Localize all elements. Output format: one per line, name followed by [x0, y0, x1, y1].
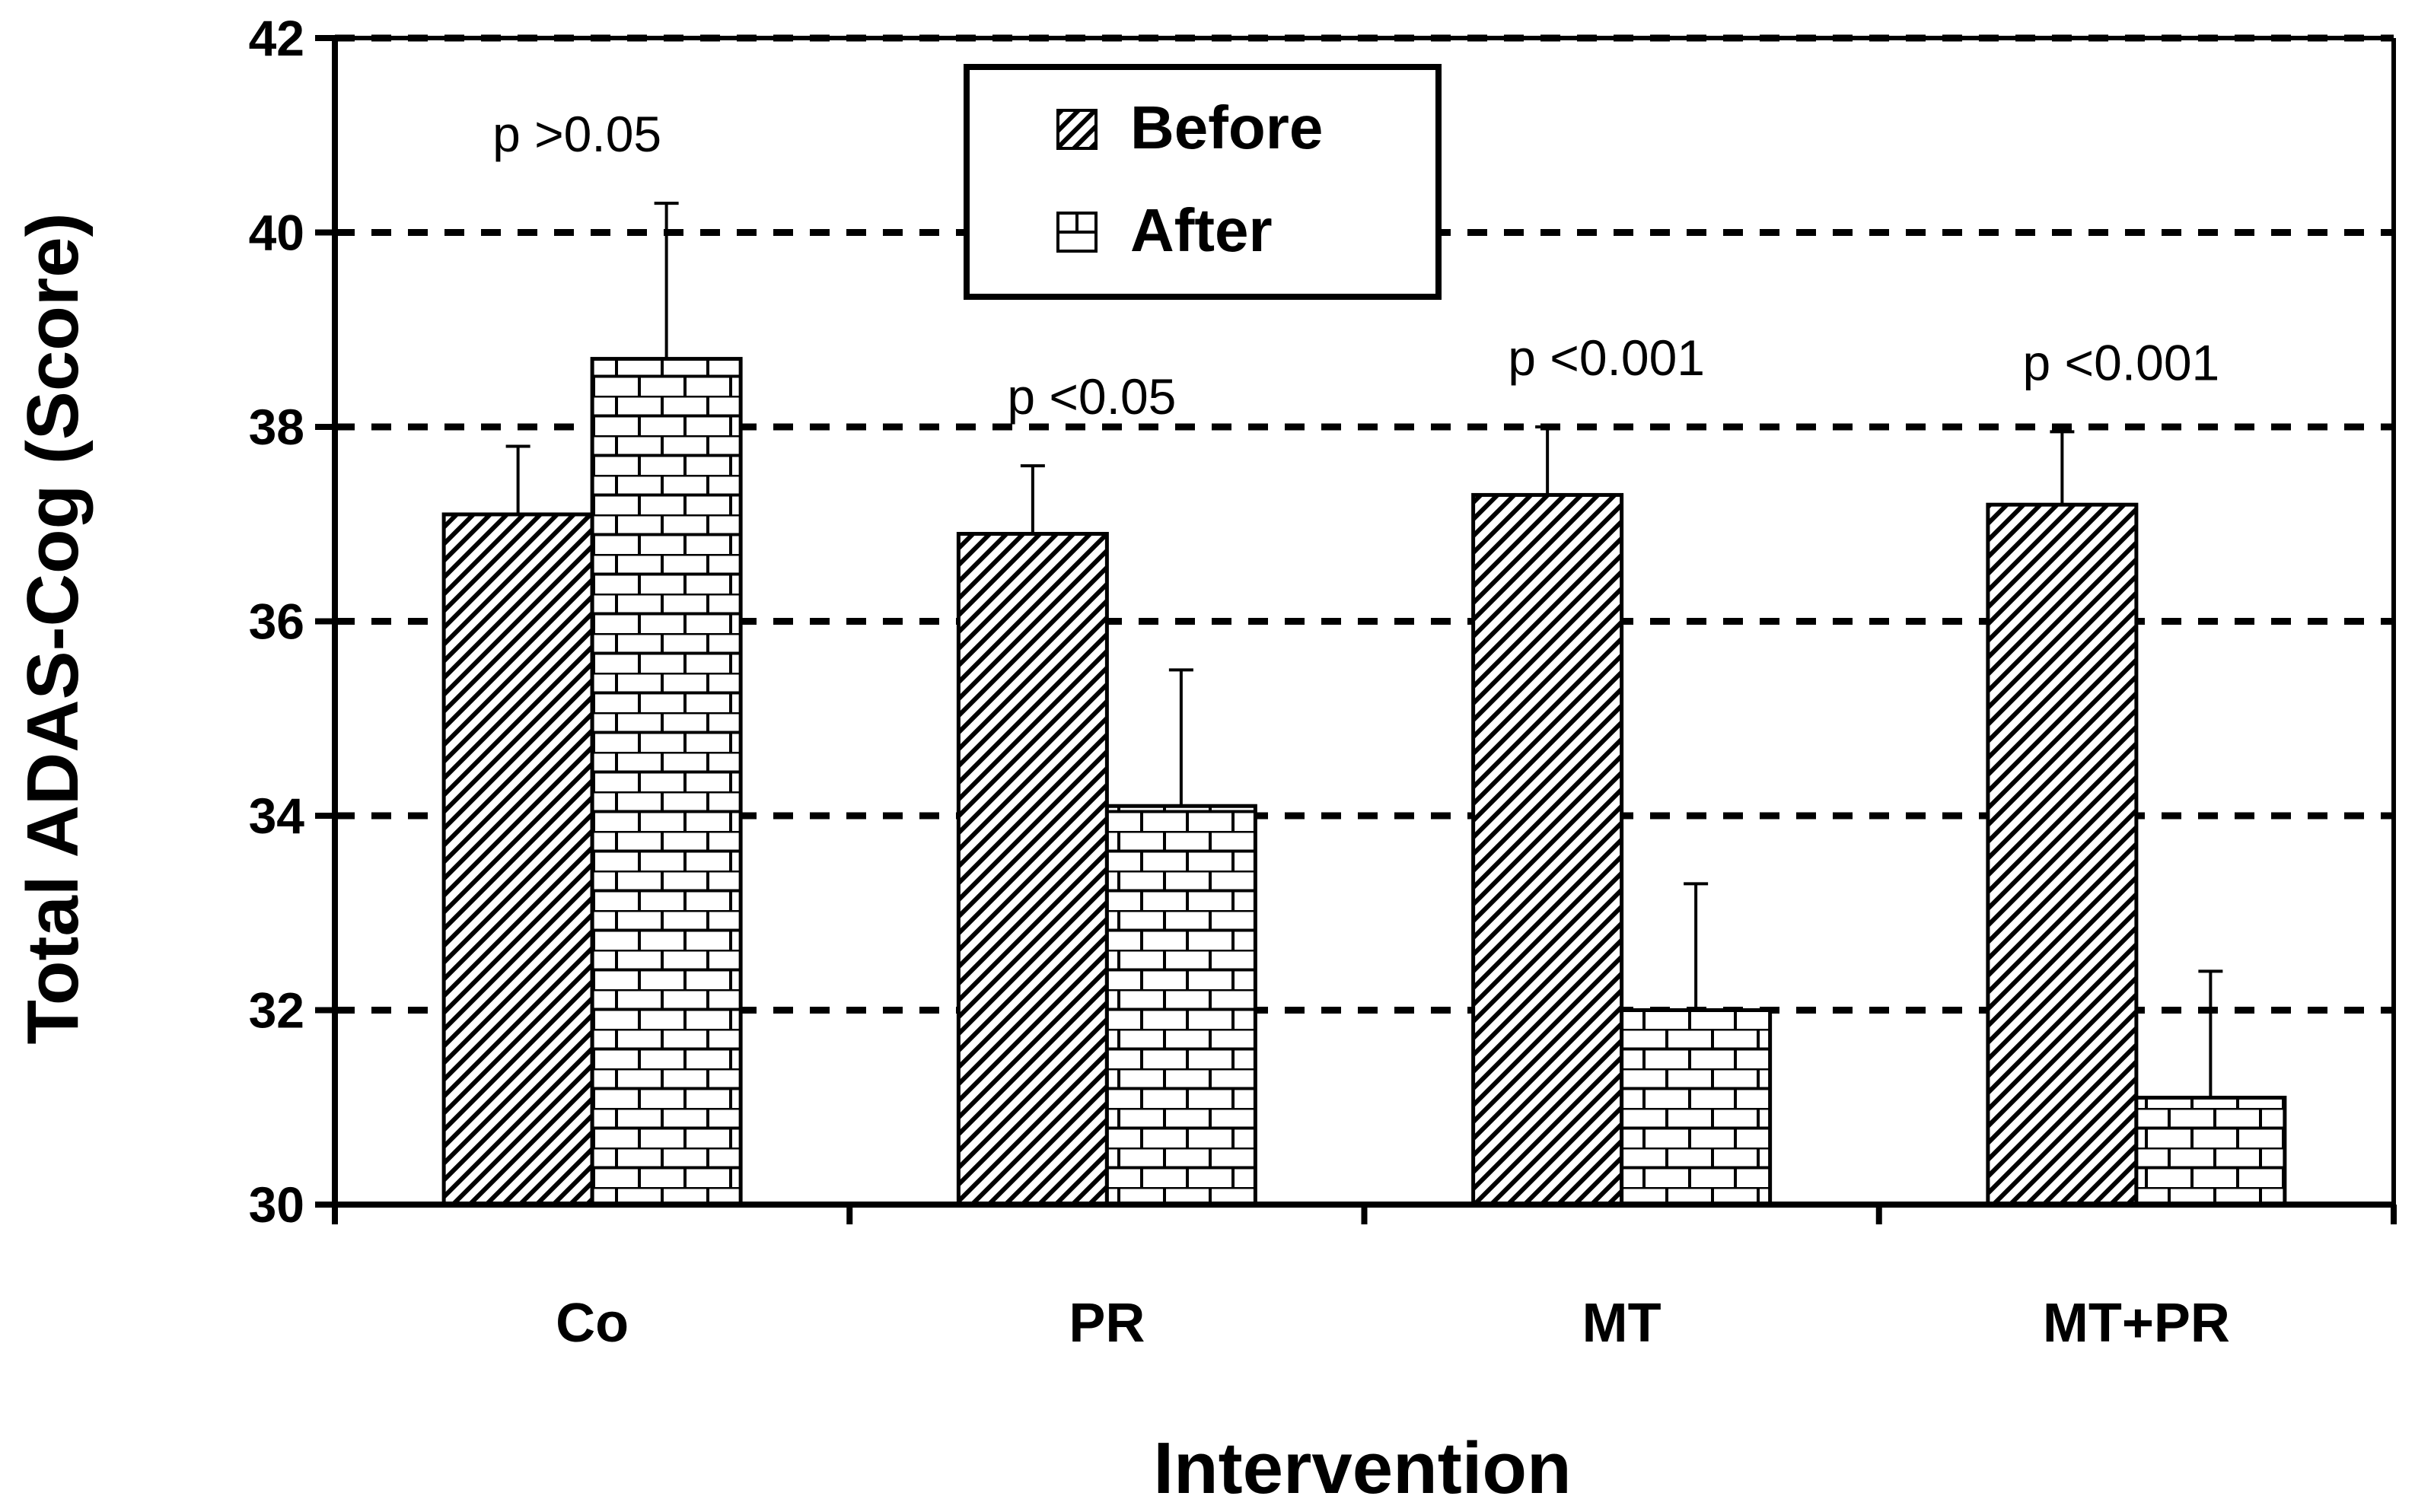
- bars: [441, 357, 2287, 1207]
- y-tick-label: 40: [249, 205, 304, 261]
- x-tick-label: MT+PR: [2043, 1293, 2230, 1354]
- x-axis-title: Intervention: [1153, 1428, 1571, 1509]
- bar-before-co: [441, 512, 594, 1207]
- bar-after-pr: [1104, 804, 1257, 1207]
- legend-swatch-after-brick: [1058, 213, 1096, 234]
- x-tick-label: PR: [1069, 1293, 1145, 1354]
- p-value-label: p <0.001: [2023, 334, 2220, 390]
- legend-swatch-before: [1056, 109, 1098, 150]
- bar-after-mt-pr: [2134, 1095, 2287, 1207]
- bar-before-pr: [956, 532, 1109, 1207]
- p-value-annotations: p >0.05 p <0.05 p <0.001 p <0.001: [492, 106, 2219, 425]
- p-value-label: p <0.001: [1508, 329, 1705, 386]
- axes: [315, 35, 2397, 1224]
- legend-label-before: Before: [1130, 94, 1323, 161]
- y-tick-label: 38: [249, 399, 304, 455]
- y-tick-labels: 30 32 34 36 38 40 42: [249, 10, 305, 1233]
- bar-before-mt-pr: [1986, 502, 2139, 1207]
- y-tick-label: 34: [249, 788, 305, 844]
- x-tick-label: MT: [1582, 1293, 1662, 1354]
- error-bars: [505, 202, 2223, 1098]
- legend-box: [964, 64, 1442, 300]
- x-tick-label: Co: [556, 1293, 629, 1354]
- bar-before-mt: [1471, 492, 1624, 1207]
- y-tick-label: 36: [249, 594, 304, 650]
- legend: Before After: [964, 64, 1442, 300]
- y-tick-label: 30: [249, 1176, 304, 1233]
- p-value-label: p >0.05: [492, 106, 661, 162]
- y-tick-label: 32: [249, 982, 304, 1039]
- bar-after-mt: [1620, 1008, 1773, 1207]
- x-tick-labels: Co PR MT MT+PR: [556, 1293, 2230, 1354]
- y-axis-title: Total ADAS-Cog (Score): [12, 212, 94, 1044]
- legend-label-after: After: [1130, 196, 1273, 264]
- bar-after-co: [590, 357, 743, 1207]
- y-tick-label: 42: [249, 10, 304, 66]
- p-value-label: p <0.05: [1007, 368, 1176, 425]
